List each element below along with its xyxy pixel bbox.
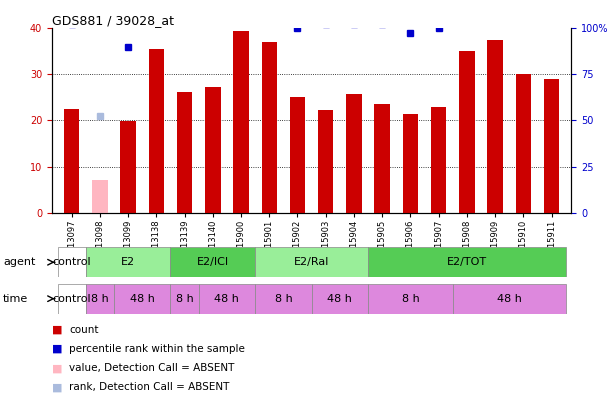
Text: 48 h: 48 h (130, 294, 155, 304)
Bar (459, 51, 475, 213)
Text: GDS881 / 39028_at: GDS881 / 39028_at (52, 14, 174, 27)
Bar (488, 40, 503, 213)
Bar (86, 247, 170, 277)
Text: E2/TOT: E2/TOT (447, 257, 487, 267)
Text: 8 h: 8 h (401, 294, 419, 304)
Bar (453, 284, 566, 314)
Bar (255, 247, 368, 277)
Bar (516, 75, 531, 213)
Bar (262, 42, 277, 213)
Bar (86, 284, 114, 314)
Bar (368, 247, 566, 277)
Bar (290, 96, 306, 213)
Bar (431, 107, 447, 213)
Bar (544, 79, 559, 213)
Text: 8 h: 8 h (274, 294, 292, 304)
Bar (57, 284, 86, 314)
Text: control: control (53, 294, 91, 304)
Text: ■: ■ (52, 325, 62, 335)
Bar (318, 110, 334, 213)
Bar (255, 284, 312, 314)
Bar (177, 92, 192, 213)
Bar (205, 87, 221, 213)
Bar (368, 284, 453, 314)
Text: E2/Ral: E2/Ral (294, 257, 329, 267)
Bar (148, 49, 164, 213)
Bar (312, 284, 368, 314)
Bar (64, 109, 79, 213)
Text: 48 h: 48 h (327, 294, 353, 304)
Text: E2/ICI: E2/ICI (197, 257, 229, 267)
Bar (233, 31, 249, 213)
Text: 8 h: 8 h (91, 294, 109, 304)
Text: ■: ■ (52, 363, 62, 373)
Bar (170, 247, 255, 277)
Text: value, Detection Call = ABSENT: value, Detection Call = ABSENT (69, 363, 235, 373)
Text: percentile rank within the sample: percentile rank within the sample (69, 344, 245, 354)
Text: 48 h: 48 h (497, 294, 522, 304)
Bar (375, 104, 390, 213)
Bar (120, 122, 136, 213)
Text: 48 h: 48 h (214, 294, 240, 304)
Text: time: time (3, 294, 28, 304)
Bar (57, 247, 86, 277)
Text: count: count (69, 325, 98, 335)
Bar (346, 94, 362, 213)
Bar (403, 115, 418, 213)
Bar (199, 284, 255, 314)
Bar (170, 284, 199, 314)
Text: rank, Detection Call = ABSENT: rank, Detection Call = ABSENT (69, 382, 229, 392)
Text: ■: ■ (52, 382, 62, 392)
Bar (114, 284, 170, 314)
Text: E2: E2 (121, 257, 135, 267)
Text: ■: ■ (52, 344, 62, 354)
Text: 8 h: 8 h (176, 294, 194, 304)
Text: control: control (53, 257, 91, 267)
Text: agent: agent (3, 257, 35, 267)
Bar (92, 180, 108, 213)
